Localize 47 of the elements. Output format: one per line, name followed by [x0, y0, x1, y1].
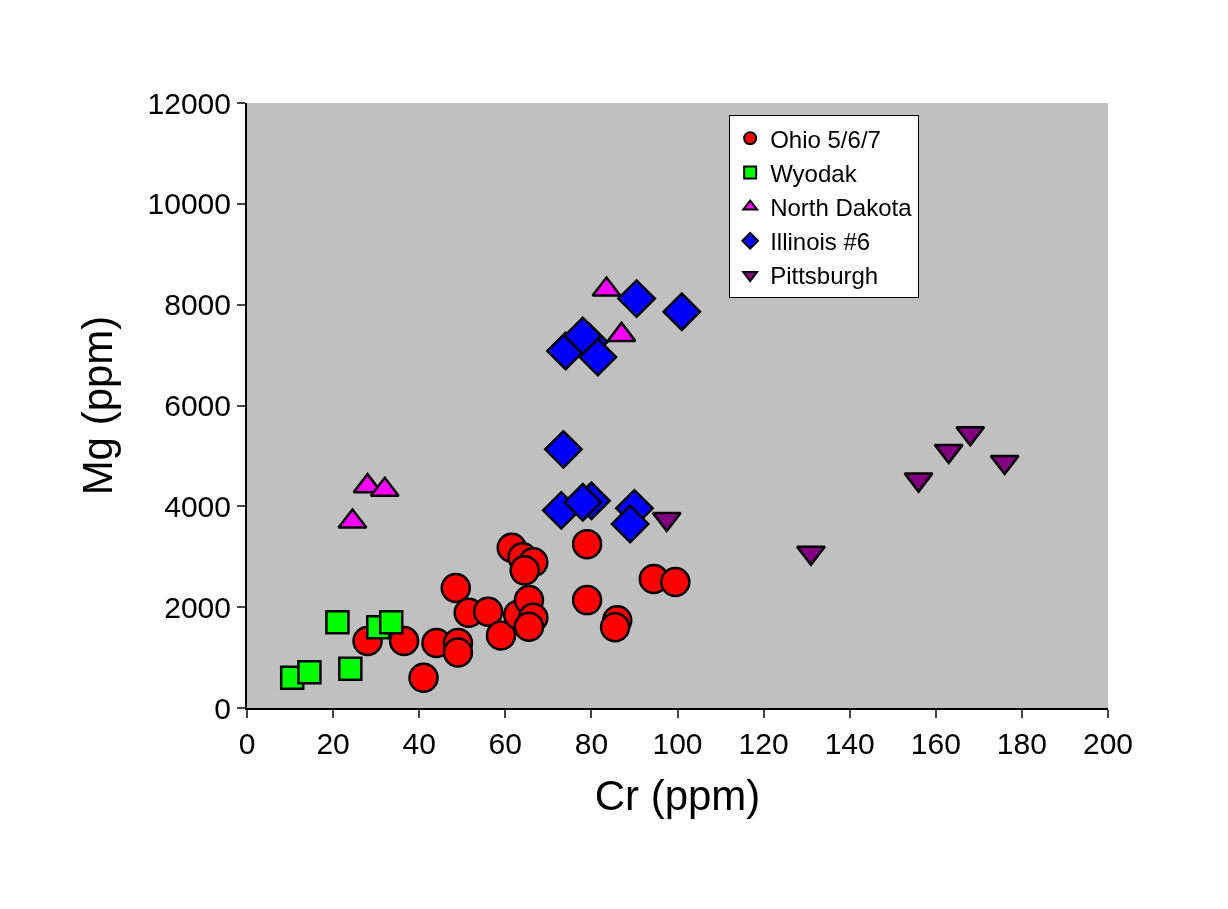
point: [563, 316, 603, 356]
x-tick-label: 140: [824, 727, 875, 760]
legend-label: Ohio 5/6/7: [770, 125, 881, 153]
x-tick-label: 60: [488, 727, 522, 760]
x-tick-label: 120: [738, 727, 789, 760]
x-tick-label: 40: [402, 727, 436, 760]
x-tick-label: 80: [574, 727, 609, 760]
x-tick-label: 20: [316, 727, 350, 760]
legend-label: Wyodak: [770, 159, 858, 187]
y-tick-label: 12000: [147, 86, 231, 120]
point: [578, 337, 618, 377]
point: [485, 620, 517, 651]
point: [571, 528, 603, 560]
x-tick-label: 0: [238, 727, 256, 760]
y-tick-label: 0: [214, 691, 231, 725]
point: [513, 611, 545, 643]
point: [563, 482, 603, 522]
point: [472, 596, 504, 627]
x-tick-label: 160: [910, 727, 961, 760]
point: [660, 566, 691, 598]
point: [571, 584, 603, 616]
point: [297, 659, 322, 685]
y-tick-label: 2000: [164, 590, 231, 624]
point: [617, 279, 657, 319]
point: [509, 555, 540, 586]
x-tick-label: 100: [652, 727, 703, 760]
point: [442, 637, 474, 668]
x-tick-label: 200: [1082, 727, 1134, 760]
point: [610, 504, 650, 544]
point: [325, 610, 350, 635]
y-tick-label: 6000: [164, 389, 231, 422]
y-tick-label: 10000: [147, 187, 231, 221]
x-tick-label: 180: [996, 727, 1047, 760]
point: [440, 572, 472, 604]
y-tick-label: 8000: [164, 288, 231, 322]
point: [408, 662, 439, 693]
point: [543, 429, 583, 469]
legend-label: Illinois #6: [770, 228, 871, 256]
y-axis-title: Mg (ppm): [73, 315, 121, 496]
point: [599, 612, 631, 643]
y-tick-label: 4000: [164, 489, 231, 523]
point: [338, 656, 363, 681]
point: [662, 292, 702, 332]
legend-label: North Dakota: [770, 193, 913, 221]
legend-label: Pittsburgh: [770, 262, 879, 290]
point: [378, 610, 404, 635]
x-axis-title: Cr (ppm): [594, 772, 761, 820]
